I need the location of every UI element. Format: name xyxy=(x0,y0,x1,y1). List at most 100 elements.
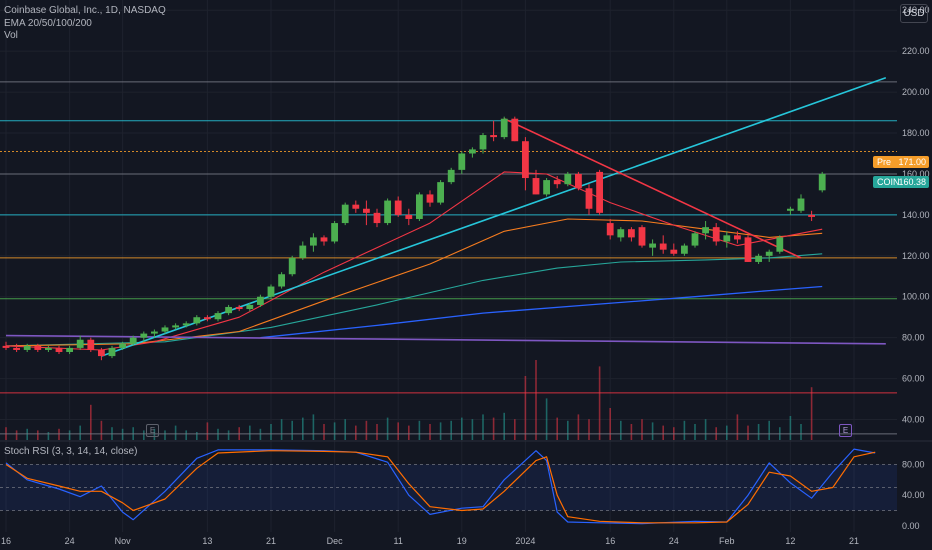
candle-body xyxy=(363,208,370,213)
candle xyxy=(267,284,275,299)
candle xyxy=(129,335,137,346)
volume-bar xyxy=(355,425,357,440)
candle-body xyxy=(13,347,20,350)
volume-bar xyxy=(694,424,696,440)
candle xyxy=(182,321,190,328)
trend-lines xyxy=(5,77,887,357)
candle xyxy=(628,227,635,242)
candle xyxy=(681,243,688,256)
candle-body xyxy=(341,204,349,224)
candle-body xyxy=(723,235,731,242)
volume-bar xyxy=(408,425,410,440)
candle xyxy=(585,184,593,215)
candle xyxy=(617,227,625,242)
candle xyxy=(394,196,402,217)
volume-bar xyxy=(344,419,346,440)
stoch-d-line xyxy=(5,450,876,524)
price-axis-label: 100.00 xyxy=(902,292,930,302)
volume-bar xyxy=(747,425,749,440)
candle xyxy=(765,249,773,262)
volume-bar xyxy=(620,420,622,440)
candle-body xyxy=(522,141,529,179)
volume-bar xyxy=(641,419,643,440)
candle-body xyxy=(45,347,52,350)
candle-body xyxy=(214,313,222,320)
candle-body xyxy=(765,251,773,256)
price-axis-label: 40.00 xyxy=(902,415,925,425)
earnings-event-icon-right[interactable]: E xyxy=(839,424,852,437)
candle xyxy=(797,194,805,213)
volume-bar xyxy=(609,408,611,440)
candle-body xyxy=(776,237,784,252)
candle xyxy=(734,231,741,244)
candle-body xyxy=(649,243,656,248)
price-axis-label: 220.00 xyxy=(902,46,930,56)
stoch-axis-label: 0.00 xyxy=(902,521,920,531)
last-value: 160.38 xyxy=(898,177,926,187)
pre-label: Pre xyxy=(877,157,892,167)
candle-body xyxy=(500,118,508,138)
candle xyxy=(469,147,476,158)
volume-bar xyxy=(143,430,145,440)
volume-bar xyxy=(482,414,484,440)
candle-body xyxy=(310,237,317,246)
volume-bar xyxy=(768,420,770,440)
earnings-event-icon[interactable]: E xyxy=(146,424,159,437)
candle xyxy=(76,335,84,350)
candle-body xyxy=(532,178,540,195)
time-axis-label: 24 xyxy=(65,536,75,546)
candle xyxy=(55,345,63,355)
volume-legend[interactable]: Vol xyxy=(4,30,18,41)
candle-body xyxy=(596,171,603,213)
volume-bar xyxy=(164,430,166,440)
grid xyxy=(0,0,932,532)
candle xyxy=(744,235,752,262)
candle xyxy=(437,180,444,205)
volume-bar xyxy=(439,422,442,440)
ema-legend[interactable]: EMA 20/50/100/200 xyxy=(4,18,92,29)
candle xyxy=(606,218,614,240)
candle xyxy=(299,241,307,260)
ema-200-line xyxy=(260,285,823,339)
candle-body xyxy=(585,188,593,209)
candle-body xyxy=(299,245,307,258)
candle-body xyxy=(119,343,126,348)
candle xyxy=(13,343,20,352)
candle-body xyxy=(278,274,285,287)
candle-body xyxy=(23,345,31,350)
candle xyxy=(787,206,794,215)
candle-body xyxy=(479,135,487,150)
candle-body xyxy=(76,339,84,348)
candle-body xyxy=(712,227,720,242)
candle-body xyxy=(734,235,741,240)
volume-bar xyxy=(227,430,230,440)
candle xyxy=(808,210,815,222)
time-axis-label: Nov xyxy=(115,536,132,546)
stoch-axis-label: 80.00 xyxy=(902,459,925,469)
candle-body xyxy=(151,331,158,334)
volume-bar xyxy=(524,376,527,440)
candle-body xyxy=(617,229,625,238)
volume-bar xyxy=(121,428,124,440)
ema-100-line xyxy=(5,253,823,347)
time-axis-label: 21 xyxy=(849,536,859,546)
volume-bar xyxy=(545,398,548,440)
volume-bar xyxy=(418,420,421,440)
candle-body xyxy=(140,333,148,338)
candle-body xyxy=(87,339,95,350)
candle-body xyxy=(267,286,275,297)
volume-bar xyxy=(196,432,198,440)
candles xyxy=(2,116,826,361)
candle xyxy=(204,315,211,322)
candle xyxy=(670,243,678,256)
currency-button[interactable]: USD xyxy=(900,4,928,23)
volume-bar xyxy=(789,416,792,440)
candle-body xyxy=(55,347,63,352)
candle xyxy=(649,239,656,256)
volume-bar xyxy=(492,417,495,440)
candle xyxy=(151,329,158,338)
stoch-legend[interactable]: Stoch RSI (3, 3, 14, 14, close) xyxy=(4,446,138,457)
candle xyxy=(373,208,381,228)
volume-bar xyxy=(471,419,474,440)
